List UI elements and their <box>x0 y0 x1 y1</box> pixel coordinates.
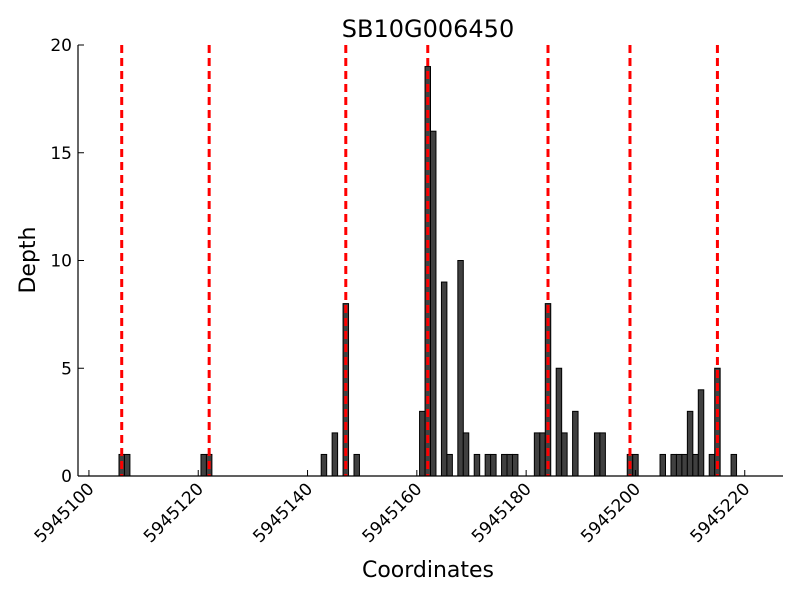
depth-bar <box>484 453 492 477</box>
depth-bar <box>533 432 541 477</box>
depth-bar <box>730 453 738 477</box>
depth-bar <box>599 432 606 477</box>
depth-bar <box>692 453 699 477</box>
x-tick-label: 5945220 <box>687 479 755 547</box>
depth-bar <box>430 130 437 477</box>
depth-bar <box>501 453 508 477</box>
depth-bar <box>123 453 131 477</box>
depth-bar <box>446 453 453 477</box>
depth-bar <box>473 453 481 477</box>
depth-bar <box>511 453 519 477</box>
axes-layer: 0 5 10 15 20 5945100 5945120 5945140 5945160 5945… <box>31 36 783 547</box>
y-tick-label: 15 <box>50 144 72 164</box>
x-tick-label: 5945120 <box>140 479 208 547</box>
guide-lines-layer <box>120 45 719 476</box>
y-axis-label: Depth <box>16 226 41 293</box>
x-tick-label: 5945140 <box>249 479 317 547</box>
depth-bar <box>490 453 497 477</box>
chart-title: SB10G006450 <box>342 15 514 43</box>
depth-bar <box>200 453 207 477</box>
y-tick-label: 5 <box>61 359 72 379</box>
depth-bar <box>440 281 448 477</box>
depth-bar <box>320 453 328 477</box>
depth-bar <box>593 432 601 477</box>
depth-bar <box>670 453 677 477</box>
depth-bar <box>561 432 568 477</box>
y-tick-label: 0 <box>61 467 72 487</box>
depth-bar <box>353 453 360 477</box>
depth-bar <box>555 367 563 477</box>
depth-bar <box>686 410 694 477</box>
depth-bar <box>539 432 546 477</box>
y-tick-label: 20 <box>50 36 72 56</box>
depth-bar <box>331 432 339 477</box>
depth-bar <box>697 389 705 477</box>
x-tick-label: 5945160 <box>359 479 427 547</box>
x-tick-label: 5945180 <box>468 479 536 547</box>
depth-bar <box>419 410 426 477</box>
depth-bar <box>457 260 464 477</box>
depth-bar <box>681 453 688 477</box>
depth-bar <box>708 453 716 477</box>
depth-bar <box>506 453 513 477</box>
depth-bar <box>659 453 667 477</box>
depth-bar <box>462 432 470 477</box>
depth-bar <box>675 453 683 477</box>
y-tick-label: 10 <box>50 252 72 272</box>
depth-bar <box>572 410 579 477</box>
x-tick-label: 5945100 <box>31 479 99 547</box>
x-axis-label: Coordinates <box>362 558 494 583</box>
x-tick-label: 5945200 <box>577 479 645 547</box>
